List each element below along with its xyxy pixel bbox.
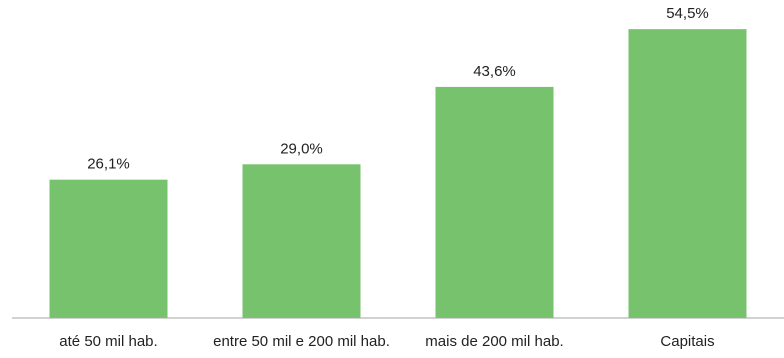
data-label: 43,6% (473, 63, 516, 80)
x-tick-labels-layer: até 50 mil hab. entre 50 mil e 200 mil ha… (59, 333, 714, 350)
bars-layer (49, 29, 747, 319)
bar (435, 86, 554, 318)
bar (628, 29, 747, 319)
data-labels-layer: 26,1% 29,0% 43,6% 54,5% (87, 5, 709, 173)
x-tick-label: até 50 mil hab. (59, 333, 157, 350)
data-label: 54,5% (666, 5, 709, 22)
x-tick-label: entre 50 mil e 200 mil hab. (213, 333, 390, 350)
data-label: 26,1% (87, 156, 130, 173)
bar (242, 164, 361, 318)
data-label: 29,0% (280, 140, 323, 157)
x-tick-label: mais de 200 mil hab. (425, 333, 563, 350)
bar (49, 179, 168, 318)
x-tick-label: Capitais (660, 333, 714, 350)
